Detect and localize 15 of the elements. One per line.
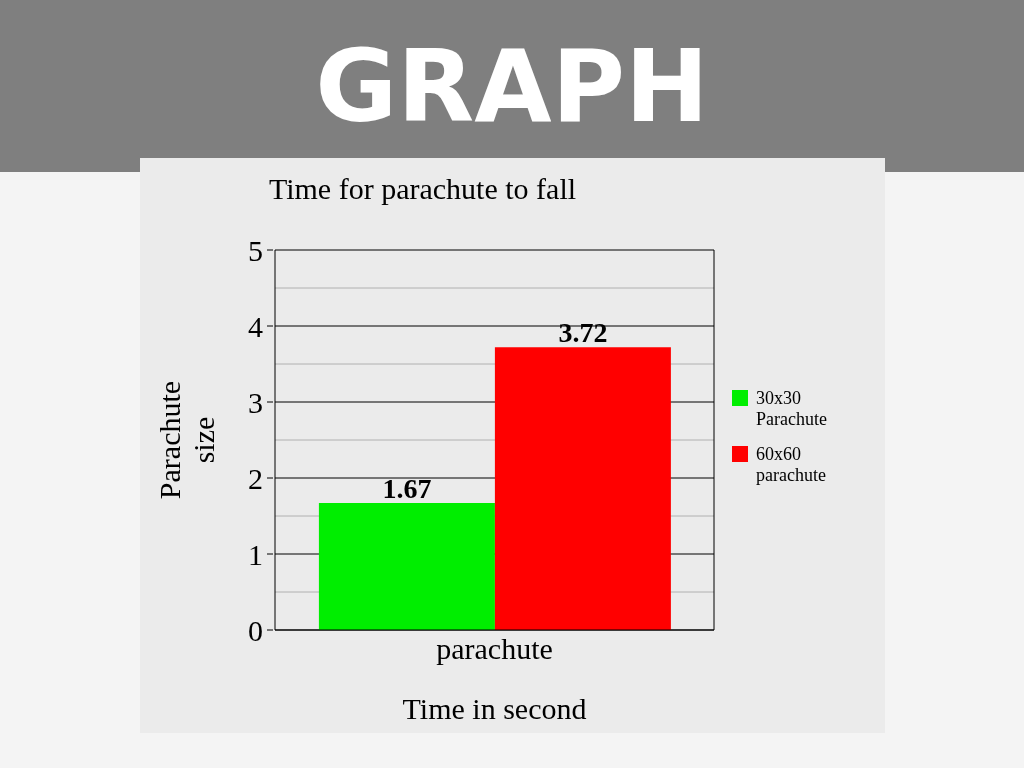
y-tick-label: 1 xyxy=(248,537,263,571)
y-tick-label: 0 xyxy=(248,613,263,647)
chart-subtitle: Time for parachute to fall xyxy=(268,172,577,205)
y-tick-label: 4 xyxy=(248,309,263,343)
y-tick-label: 3 xyxy=(248,385,263,419)
chart-title: GRAPH xyxy=(315,27,709,145)
x-axis-title: Time in second xyxy=(402,692,587,725)
y-tick-label: 5 xyxy=(248,233,263,267)
x-tick-label: parachute xyxy=(436,632,553,666)
data-label: 1.67 xyxy=(382,473,432,505)
y-tick-label: 2 xyxy=(248,461,263,495)
legend-label: 30x30 Parachute xyxy=(756,388,828,430)
legend-label: 60x60 parachute xyxy=(756,444,827,486)
y-axis-title: Parachute size xyxy=(153,380,220,500)
data-label: 3.72 xyxy=(558,317,608,349)
